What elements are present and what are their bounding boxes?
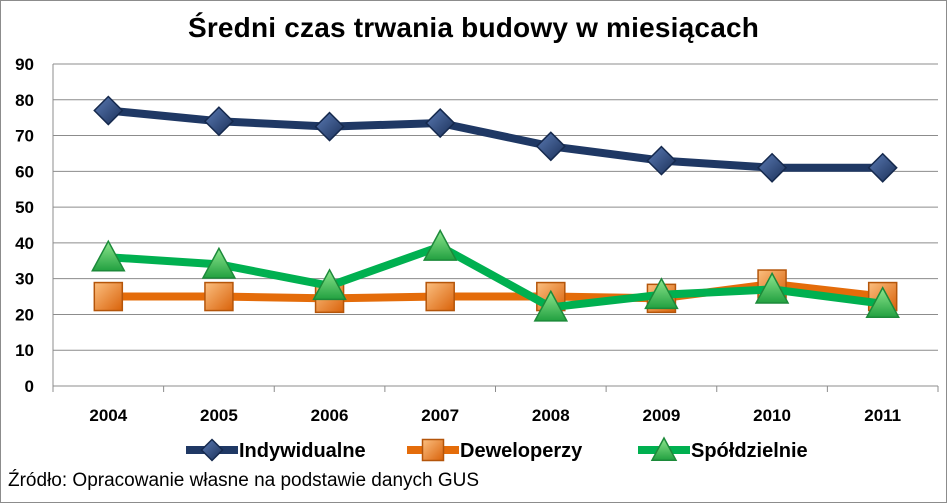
series-line-indywidualne	[104, 106, 887, 172]
data-point-sp-dzielnie	[533, 289, 569, 322]
data-point-sp-dzielnie	[644, 277, 679, 310]
data-point-indywidualne	[425, 107, 456, 139]
legend-marker-indywidualne	[200, 438, 224, 462]
x-tick-label: 2006	[311, 406, 349, 425]
data-point-sp-dzielnie	[91, 239, 126, 272]
data-point-deweloperzy	[204, 281, 234, 312]
data-point-indywidualne	[535, 131, 566, 162]
y-tick-label: 10	[15, 341, 34, 360]
x-tick-label: 2004	[89, 406, 127, 425]
legend-marker-deweloperzy	[421, 438, 445, 462]
series-line-sp-dzielnie	[104, 242, 887, 312]
y-tick-label: 0	[25, 377, 34, 396]
legend-label-indywidualne: Indywidualne	[239, 440, 366, 462]
y-tick-label: 20	[15, 305, 34, 324]
data-point-indywidualne	[867, 152, 898, 183]
data-point-indywidualne	[757, 152, 788, 183]
x-tick-label: 2011	[864, 406, 901, 425]
legend-marker-sp-dzielnie	[650, 436, 678, 461]
x-tick-label: 2005	[200, 406, 238, 425]
y-tick-label: 80	[15, 91, 34, 110]
y-tick-label: 50	[15, 198, 34, 217]
data-point-indywidualne	[314, 111, 345, 142]
y-tick-label: 30	[15, 270, 34, 289]
y-tick-label: 60	[15, 162, 34, 181]
data-point-indywidualne	[203, 106, 234, 137]
x-tick-label: 2008	[532, 406, 570, 425]
data-point-sp-dzielnie	[312, 268, 347, 301]
data-point-indywidualne	[646, 145, 677, 176]
chart-title: Średni czas trwania budowy w miesiącach	[187, 12, 760, 43]
data-point-sp-dzielnie	[201, 246, 237, 279]
x-tick-label: 2007	[421, 406, 459, 425]
source-note: Źródło: Opracowanie własne na podstawie …	[8, 470, 480, 491]
data-point-sp-dzielnie	[865, 286, 900, 319]
x-tick-label: 2009	[643, 406, 681, 425]
data-point-sp-dzielnie	[754, 271, 790, 304]
y-tick-label: 90	[15, 55, 34, 74]
x-tick-label: 2010	[753, 406, 791, 425]
data-point-deweloperzy	[93, 281, 124, 312]
y-tick-label: 70	[15, 127, 34, 146]
data-point-indywidualne	[93, 95, 124, 126]
legend-label-sp-dzielnie: Spółdzielnie	[691, 440, 808, 462]
legend-label-deweloperzy: Deweloperzy	[460, 440, 583, 462]
data-point-sp-dzielnie	[422, 228, 458, 261]
data-point-deweloperzy	[425, 281, 455, 312]
y-tick-label: 40	[15, 234, 34, 253]
